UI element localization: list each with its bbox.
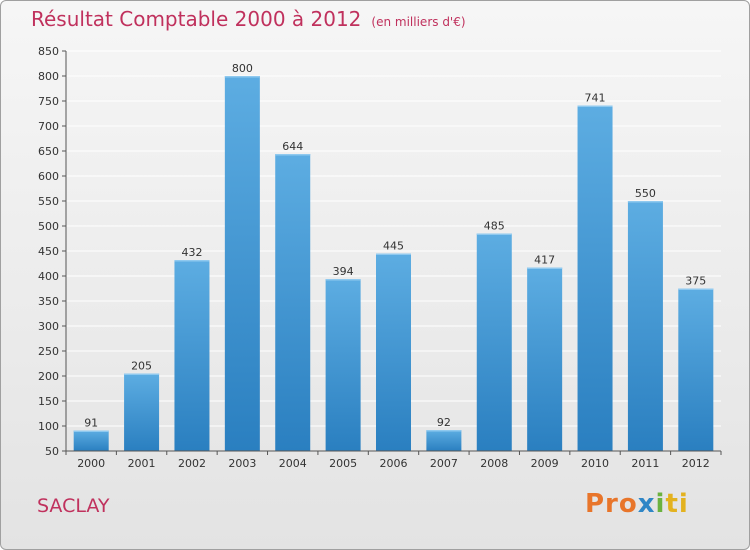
bar-2009 [527, 267, 563, 451]
y-tick-label: 750 [38, 95, 59, 108]
y-tick-label: 100 [38, 420, 59, 433]
logo-part-4: ti [665, 489, 689, 519]
x-tick-label: 2003 [228, 457, 256, 470]
y-tick-label: 150 [38, 395, 59, 408]
y-tick-label: 250 [38, 345, 59, 358]
value-label: 91 [84, 417, 98, 430]
x-tick-label: 2005 [329, 457, 357, 470]
x-tick-label: 2001 [128, 457, 156, 470]
chart-title: Résultat Comptable 2000 à 2012 (en millie… [31, 7, 466, 31]
value-label: 644 [282, 140, 303, 153]
bar-highlight [376, 253, 411, 255]
y-tick-label: 500 [38, 220, 59, 233]
bar-2008 [476, 233, 512, 451]
bar-highlight [577, 105, 613, 107]
logo-part-3: i [655, 489, 666, 519]
value-label: 485 [484, 220, 505, 233]
value-label: 92 [437, 416, 451, 429]
bar-2002 [174, 260, 210, 451]
bars: 91 205 432 800 644 394 445 92 485 417 741 550 375 [73, 62, 714, 451]
y-tick-label: 400 [38, 270, 59, 283]
bar-2011 [627, 201, 663, 451]
bar-highlight [174, 260, 210, 262]
title-unit: (en milliers d'€) [371, 15, 466, 29]
value-label: 550 [635, 187, 656, 200]
value-label: 800 [232, 62, 253, 75]
y-tick-label: 450 [38, 245, 59, 258]
y-tick-label: 600 [38, 170, 59, 183]
x-tick-label: 2004 [279, 457, 307, 470]
bar-2004 [275, 154, 311, 451]
x-tick-label: 2012 [682, 457, 710, 470]
logo-part-1: Pro [585, 489, 638, 519]
bar-highlight [426, 430, 462, 432]
y-tick-label: 350 [38, 295, 59, 308]
bar-highlight [275, 154, 311, 156]
bar-2005 [325, 279, 361, 451]
value-label: 741 [585, 92, 606, 105]
logo-part-2: x [637, 489, 656, 519]
y-tick-label: 550 [38, 195, 59, 208]
bar-highlight [627, 201, 663, 203]
x-tick-label: 2002 [178, 457, 206, 470]
y-tick-label: 850 [38, 45, 59, 58]
y-tick-label: 200 [38, 370, 59, 383]
x-tick-label: 2006 [380, 457, 408, 470]
x-tick-label: 2007 [430, 457, 458, 470]
x-tick-label: 2011 [631, 457, 659, 470]
y-tick-label: 700 [38, 120, 59, 133]
bar-2007 [426, 430, 462, 451]
y-tick-label: 650 [38, 145, 59, 158]
value-label: 375 [685, 275, 706, 288]
y-tick-label: 300 [38, 320, 59, 333]
x-axis: 2000 2001 2002 2003 2004 2005 2006 2007 2008 2009… [65, 450, 722, 470]
x-tick-label: 2010 [581, 457, 609, 470]
y-axis: 50 100 150 200 250 300 350 400 450 500 550 600 650 70… [38, 45, 67, 458]
value-label: 394 [333, 265, 354, 278]
y-tick-label: 50 [45, 445, 59, 458]
bar-2006 [376, 253, 411, 451]
bar-2000 [73, 430, 109, 451]
bar-highlight [678, 288, 714, 290]
value-label: 417 [534, 254, 555, 267]
proxiti-logo: Proxiti [585, 489, 689, 519]
bar-highlight [325, 279, 361, 281]
value-label: 432 [181, 246, 202, 259]
bar-2012 [678, 288, 714, 451]
bar-2001 [124, 373, 160, 451]
town-name: SACLAY [37, 495, 110, 517]
x-tick-label: 2000 [77, 457, 105, 470]
bar-highlight [476, 233, 512, 235]
bar-highlight [73, 430, 109, 432]
bar-highlight [224, 76, 260, 78]
title-main: Résultat Comptable 2000 à 2012 [31, 7, 362, 31]
y-tick-label: 800 [38, 70, 59, 83]
bar-highlight [124, 373, 160, 375]
bar-2010 [577, 105, 613, 451]
value-label: 205 [131, 360, 152, 373]
x-tick-label: 2009 [531, 457, 559, 470]
value-label: 445 [383, 240, 404, 253]
bar-highlight [527, 267, 563, 269]
x-tick-label: 2008 [480, 457, 508, 470]
bar-2003 [224, 76, 260, 451]
